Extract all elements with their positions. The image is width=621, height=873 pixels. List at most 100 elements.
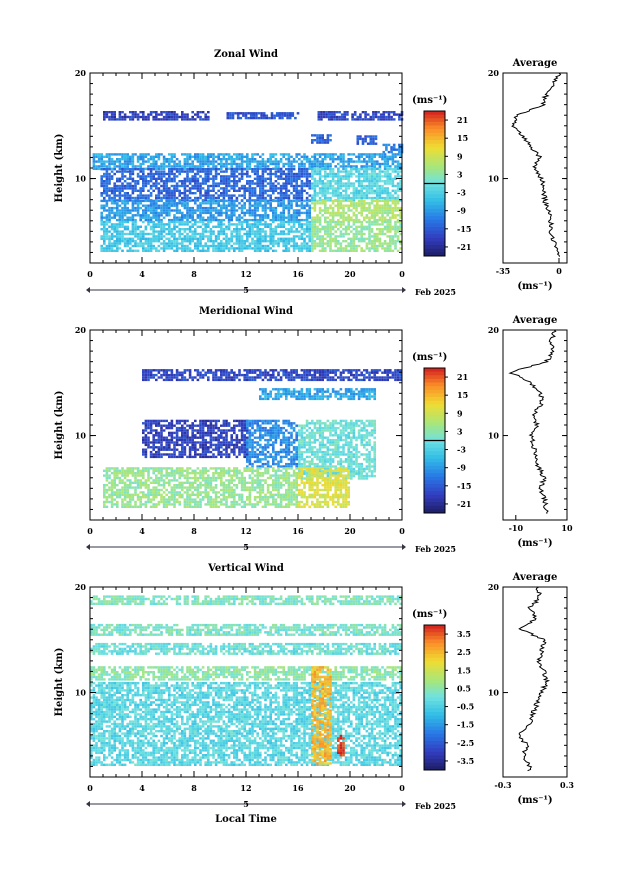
heatmap-cell [313, 158, 317, 161]
heatmap-cell [292, 242, 296, 245]
heatmap-cell [149, 202, 153, 205]
heatmap-cell [155, 247, 158, 250]
heatmap-cell [337, 249, 340, 252]
heatmap-cell [350, 202, 353, 205]
colorbar-segment [424, 201, 445, 206]
heatmap-cell [175, 247, 179, 250]
heatmap-cell [230, 202, 233, 205]
heatmap-cell [235, 237, 239, 240]
heatmap-cell [305, 230, 309, 233]
heatmap-cell [170, 373, 174, 377]
heatmap-cell [230, 196, 233, 200]
heatmap-cell [251, 225, 254, 228]
heatmap-cell [376, 162, 379, 166]
heatmap-cell [201, 434, 205, 437]
heatmap-cell [264, 392, 267, 396]
heatmap-cell [283, 114, 287, 117]
heatmap-cell [147, 165, 150, 168]
heatmap-cell [243, 424, 246, 427]
heatmap-cell [381, 187, 384, 190]
heatmap-cell [365, 242, 369, 245]
heatmap-cell [238, 189, 241, 192]
heatmap-cell [118, 199, 122, 203]
heatmap-cell [131, 158, 135, 161]
heatmap-cell [165, 426, 168, 430]
heatmap-cell [175, 170, 179, 173]
heatmap-cell [100, 165, 103, 168]
heatmap-cell [357, 175, 361, 178]
heatmap-cell [168, 214, 171, 217]
heatmap-cell [308, 392, 311, 396]
heatmap-cell [131, 168, 135, 171]
heatmap-cell [204, 158, 207, 161]
heatmap-cell [266, 214, 270, 217]
heatmap-cell [191, 240, 194, 243]
heatmap-cell [116, 204, 119, 207]
heatmap-cell [181, 247, 184, 250]
heatmap-cell [255, 114, 258, 117]
heatmap-cell [373, 242, 376, 245]
heatmap-cell [347, 194, 350, 197]
heatmap-cell [105, 175, 109, 178]
heatmap-cell [285, 177, 288, 180]
heatmap-cell [235, 235, 239, 238]
heatmap-cell [129, 240, 132, 243]
heatmap-cell [311, 160, 314, 163]
heatmap-cell [300, 199, 304, 202]
heatmap-cell [168, 211, 171, 215]
heatmap-cell [186, 218, 189, 222]
heatmap-cell [365, 189, 369, 192]
heatmap-cell [186, 434, 189, 437]
heatmap-cell [233, 211, 236, 215]
heatmap-cell [196, 187, 200, 190]
heatmap-cell [113, 196, 116, 200]
heatmap-cell [272, 187, 275, 190]
heatmap-cell [152, 209, 155, 212]
heatmap-cell [134, 209, 137, 212]
heatmap-cell [126, 184, 129, 188]
heatmap-cell [251, 189, 254, 192]
heatmap-cell [142, 199, 145, 203]
heatmap-cell [383, 378, 387, 382]
heatmap-cell [279, 223, 283, 226]
heatmap-cell [324, 369, 327, 372]
heatmap-cell [383, 220, 387, 224]
heatmap-cell [329, 187, 332, 190]
heatmap-cell [160, 230, 163, 233]
heatmap-cell [191, 376, 194, 379]
heatmap-cell [183, 153, 187, 156]
heatmap-cell [108, 211, 111, 215]
heatmap-cell [259, 165, 262, 168]
heatmap-cell [350, 240, 353, 243]
heatmap-cell [295, 172, 298, 176]
heatmap-cell [316, 225, 319, 228]
heatmap-cell [277, 214, 280, 217]
heatmap-cell [155, 422, 158, 425]
heatmap-cell [317, 113, 321, 116]
heatmap-cell [386, 211, 389, 215]
heatmap-cell [170, 113, 174, 116]
heatmap-cell [365, 395, 369, 398]
heatmap-cell [347, 232, 350, 236]
heatmap-cell [178, 180, 181, 183]
heatmap-cell [261, 199, 265, 203]
heatmap-cell [234, 112, 237, 115]
heatmap-cell [230, 211, 233, 215]
heatmap-cell [318, 175, 322, 178]
heatmap-cell [191, 175, 194, 178]
heatmap-cell [207, 111, 210, 114]
heatmap-cell [160, 429, 163, 432]
heatmap-cell [100, 182, 103, 185]
heatmap-cell [165, 436, 168, 439]
heatmap-cell [191, 115, 194, 119]
heatmap-cell [181, 118, 184, 121]
heatmap-cell [162, 155, 166, 158]
heatmap-cell [279, 170, 283, 173]
heatmap-cell [207, 175, 210, 178]
heatmap-cell [350, 249, 353, 252]
heatmap-cell [381, 378, 384, 382]
heatmap-cell [261, 189, 265, 192]
heatmap-cell [370, 158, 374, 161]
heatmap-cell [298, 165, 301, 168]
heatmap-cell [233, 247, 236, 250]
